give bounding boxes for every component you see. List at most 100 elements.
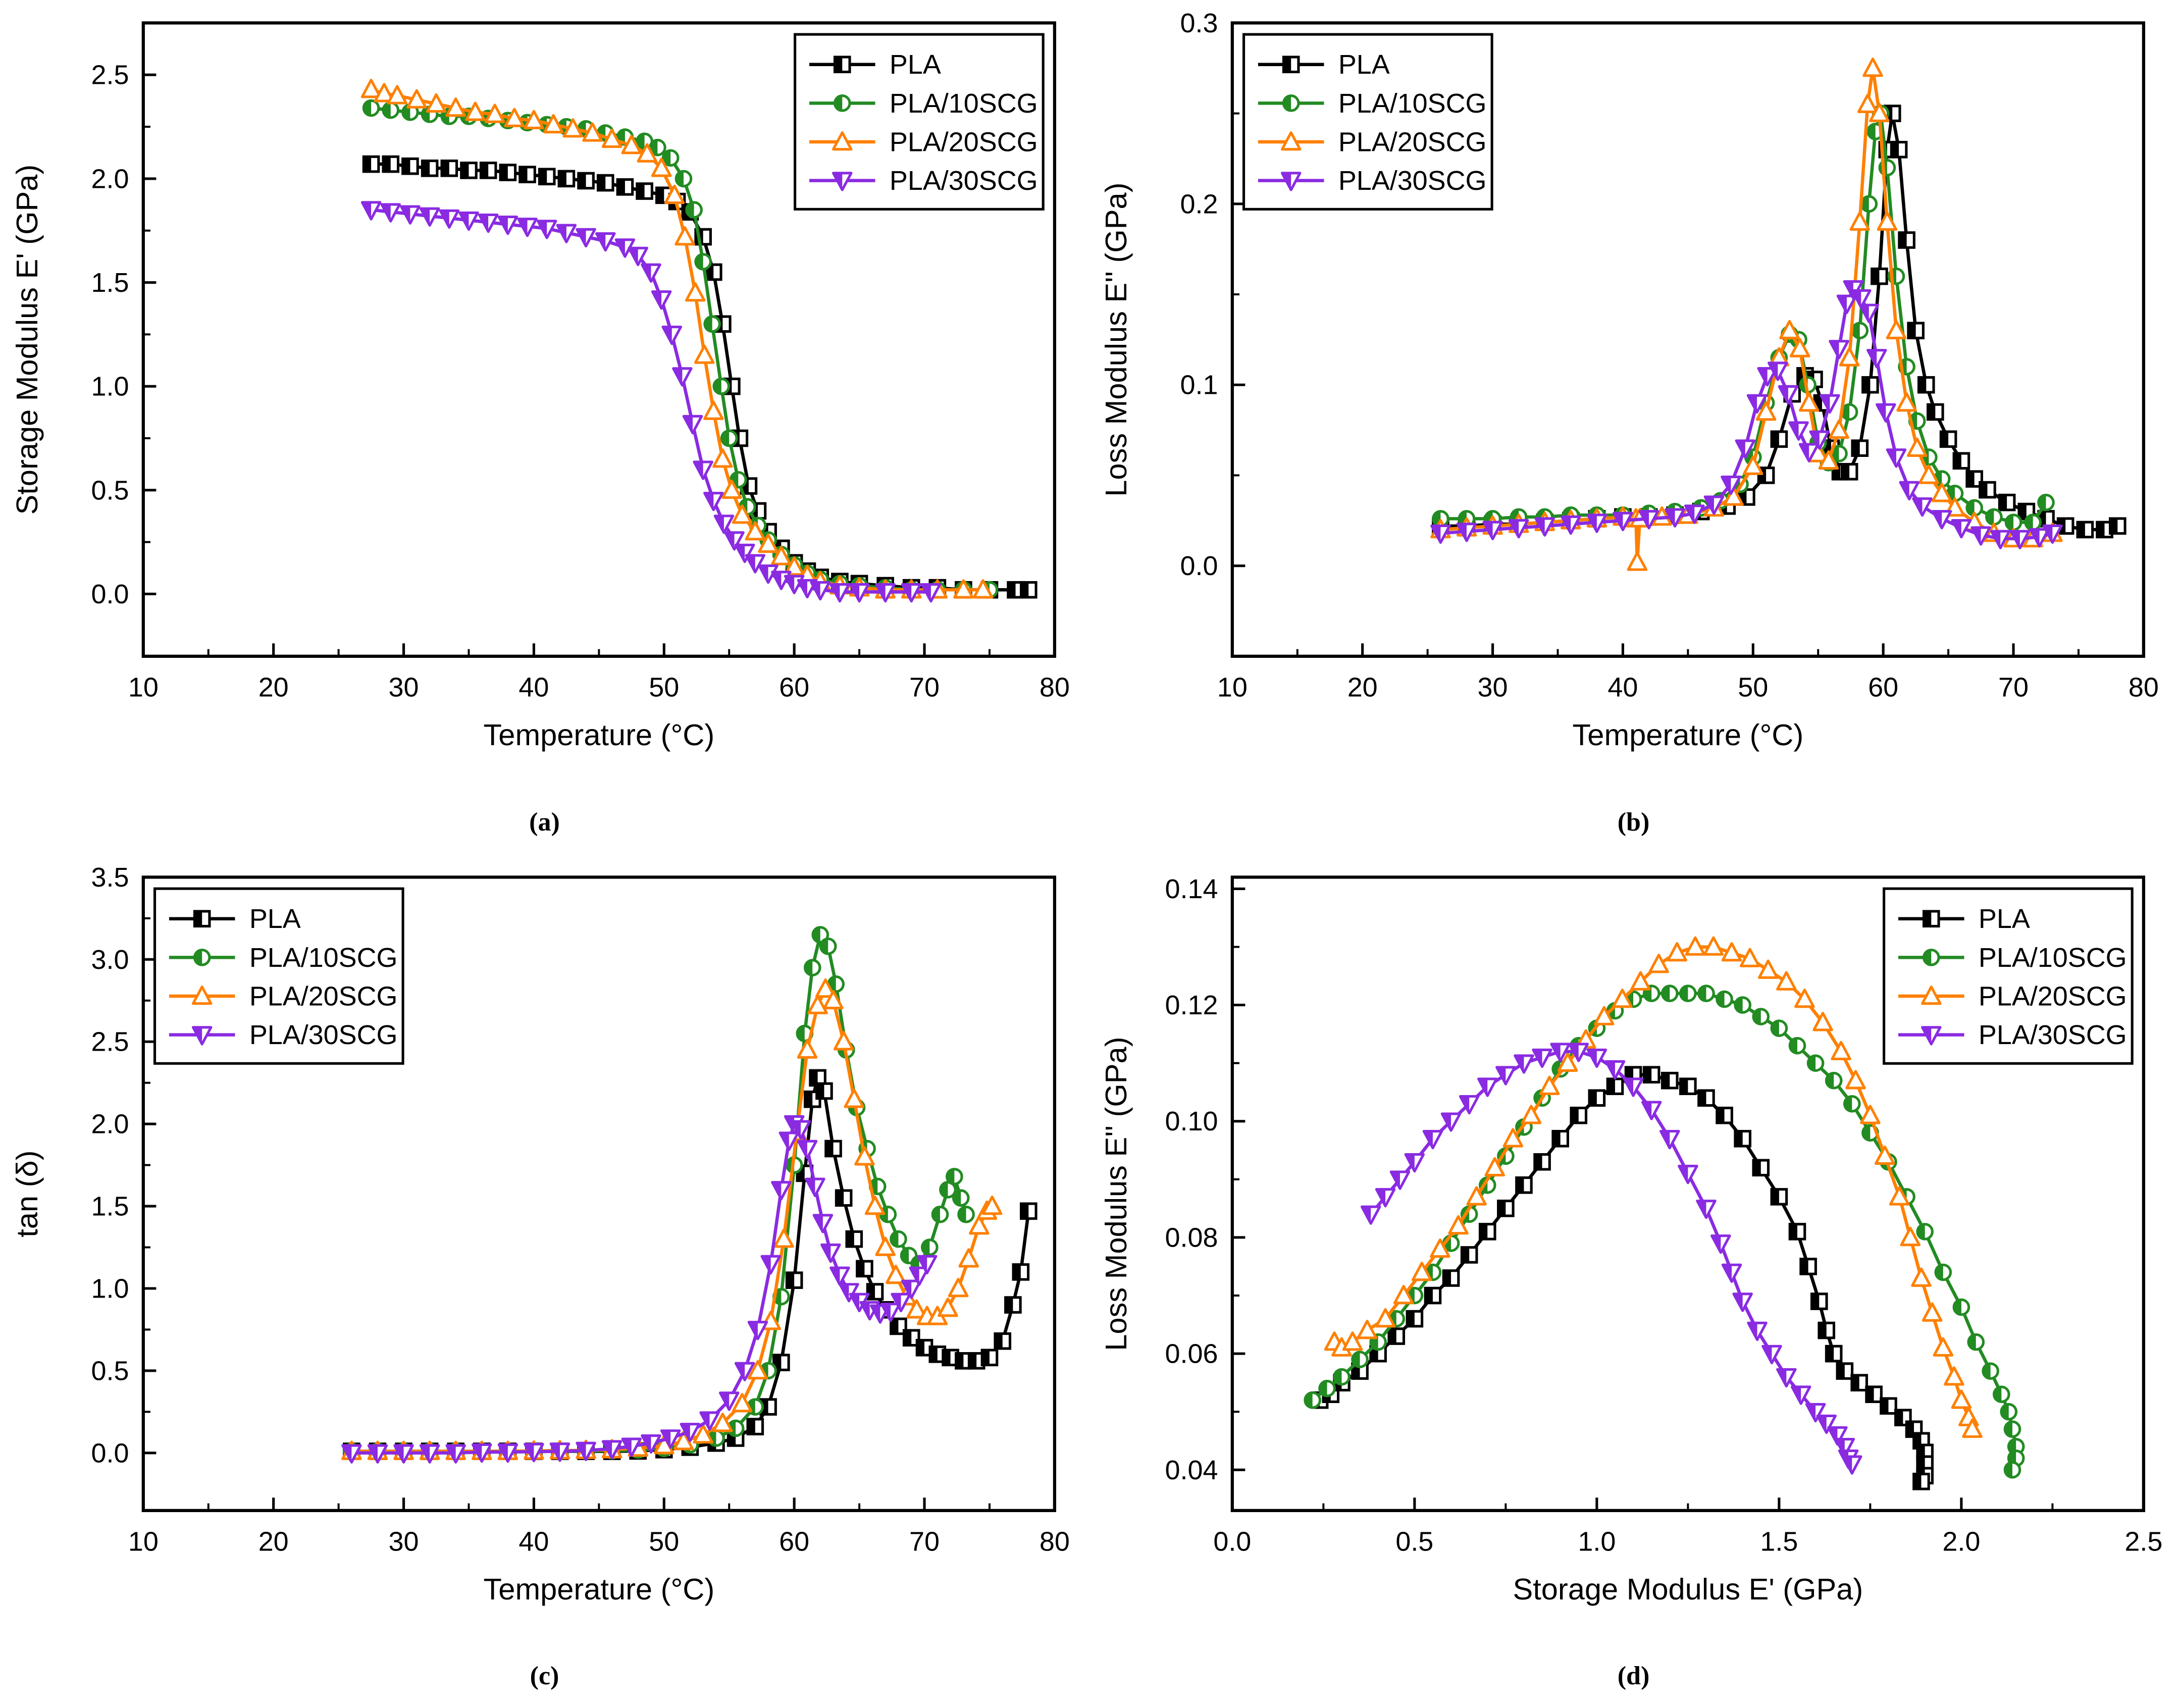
svg-text:50: 50	[649, 672, 679, 702]
svg-text:1.5: 1.5	[91, 268, 129, 298]
svg-text:0.2: 0.2	[1180, 189, 1218, 219]
svg-text:PLA/20SCG: PLA/20SCG	[1979, 981, 2127, 1011]
svg-text:3.0: 3.0	[91, 944, 129, 974]
svg-text:2.0: 2.0	[1942, 1526, 1980, 1557]
svg-text:2.0: 2.0	[91, 164, 129, 194]
svg-text:50: 50	[1738, 672, 1768, 702]
svg-text:1.0: 1.0	[91, 1273, 129, 1304]
y-axis: 0.0 0.5 1.0 1.5 2.0 2.5 Storage Modulus E' (GP…	[10, 60, 157, 609]
svg-text:0.10: 0.10	[1165, 1106, 1218, 1136]
caption-a: (a)	[529, 807, 560, 837]
legend: PLA PLA/10SCG PLA/20SCG PLA/30SCG	[1242, 33, 1493, 211]
svg-text:0.06: 0.06	[1165, 1338, 1218, 1369]
svg-text:60: 60	[779, 672, 809, 702]
svg-text:0.0: 0.0	[1180, 551, 1218, 581]
svg-text:1.0: 1.0	[91, 372, 129, 402]
svg-text:0.14: 0.14	[1165, 873, 1218, 904]
y-axis: 0.0 0.1 0.2 0.3 Loss Modulus E'' (GPa)	[1099, 8, 1246, 581]
svg-text:80: 80	[1040, 672, 1070, 702]
panel-c: 10 20 30 40 50 60 70 80 Temperature (°C) 0.0 0.5 1.…	[0, 854, 1089, 1708]
svg-text:0.5: 0.5	[91, 1356, 129, 1386]
svg-text:0.08: 0.08	[1165, 1222, 1218, 1253]
y-axis: 0.0 0.5 1.0 1.5 2.0 2.5 3.0 3.5 tan (δ)	[10, 862, 157, 1468]
svg-text:30: 30	[389, 1526, 419, 1557]
svg-text:PLA/30SCG: PLA/30SCG	[1979, 1020, 2127, 1050]
svg-text:20: 20	[1347, 672, 1378, 702]
svg-text:70: 70	[1998, 672, 2029, 702]
chart-storage-modulus-vs-temperature: 10 20 30 40 50 60 70 80 Temperature (°C) 0.0 0.5 1.…	[10, 21, 1070, 752]
svg-text:30: 30	[389, 672, 419, 702]
y-axis-label: Storage Modulus E' (GPa)	[10, 165, 44, 515]
panel-a: 10 20 30 40 50 60 70 80 Temperature (°C) 0.0 0.5 1.…	[0, 0, 1089, 854]
svg-text:PLA/30SCG: PLA/30SCG	[249, 1020, 398, 1050]
svg-text:70: 70	[909, 672, 940, 702]
legend: PLA PLA/10SCG PLA/20SCG PLA/30SCG	[153, 887, 404, 1065]
svg-text:80: 80	[1040, 1526, 1070, 1557]
series-PLA/30SCG	[1360, 1042, 1862, 1475]
svg-text:1.5: 1.5	[91, 1191, 129, 1221]
svg-text:10: 10	[1217, 672, 1248, 702]
panel-d: 0.0 0.5 1.0 1.5 2.0 2.5 Storage Modulus E' (GP…	[1089, 854, 2178, 1708]
x-axis: 10 20 30 40 50 60 70 80 Temperature (°C)	[1217, 643, 2159, 752]
x-axis-label: Temperature (°C)	[484, 1572, 715, 1606]
legend: PLA PLA/10SCG PLA/20SCG PLA/30SCG	[1883, 887, 2134, 1065]
svg-text:PLA: PLA	[249, 904, 301, 934]
svg-text:20: 20	[258, 672, 289, 702]
x-axis-label: Storage Modulus E' (GPa)	[1513, 1572, 1863, 1606]
caption-c: (c)	[530, 1662, 559, 1691]
series-PLA/30SCG	[341, 1115, 938, 1464]
svg-text:2.0: 2.0	[91, 1109, 129, 1139]
svg-text:60: 60	[1868, 672, 1898, 702]
series-PLA/20SCG	[1324, 936, 1983, 1438]
x-axis-label: Temperature (°C)	[484, 718, 715, 752]
svg-text:0.5: 0.5	[91, 475, 129, 505]
svg-text:PLA: PLA	[1338, 49, 1390, 80]
svg-text:0.0: 0.0	[91, 579, 129, 609]
x-axis: 0.0 0.5 1.0 1.5 2.0 2.5 Storage Modulus E' (GP…	[1213, 1497, 2162, 1606]
svg-text:3.5: 3.5	[91, 862, 129, 892]
svg-text:PLA/10SCG: PLA/10SCG	[249, 942, 398, 972]
svg-text:40: 40	[1607, 672, 1638, 702]
svg-text:PLA: PLA	[1979, 904, 2030, 934]
svg-text:40: 40	[518, 1526, 549, 1557]
svg-text:50: 50	[649, 1526, 679, 1557]
svg-text:0.0: 0.0	[91, 1438, 129, 1468]
svg-text:70: 70	[909, 1526, 940, 1557]
svg-text:0.12: 0.12	[1165, 990, 1218, 1020]
svg-text:PLA/10SCG: PLA/10SCG	[1338, 88, 1487, 119]
svg-text:0.3: 0.3	[1180, 8, 1218, 38]
series-PLA	[1311, 1065, 1934, 1490]
chart-tan-delta-vs-temperature: 10 20 30 40 50 60 70 80 Temperature (°C) 0.0 0.5 1.…	[10, 862, 1070, 1606]
svg-text:40: 40	[518, 672, 549, 702]
y-axis-label: Loss Modulus E'' (GPa)	[1099, 183, 1133, 497]
svg-text:0.5: 0.5	[1395, 1526, 1433, 1557]
svg-text:10: 10	[128, 1526, 159, 1557]
svg-text:2.5: 2.5	[91, 60, 129, 90]
svg-text:20: 20	[258, 1526, 289, 1557]
svg-text:PLA/10SCG: PLA/10SCG	[890, 88, 1038, 119]
svg-text:PLA/20SCG: PLA/20SCG	[1338, 127, 1487, 157]
series-PLA/30SCG	[360, 201, 942, 603]
y-axis-label: Loss Modulus E'' (GPa)	[1099, 1037, 1133, 1351]
svg-text:2.5: 2.5	[91, 1026, 129, 1057]
legend: PLA PLA/10SCG PLA/20SCG PLA/30SCG	[794, 33, 1045, 211]
svg-text:1.0: 1.0	[1578, 1526, 1616, 1557]
svg-text:PLA/10SCG: PLA/10SCG	[1979, 942, 2127, 972]
svg-text:0.0: 0.0	[1213, 1526, 1251, 1557]
svg-text:30: 30	[1478, 672, 1508, 702]
svg-text:1.5: 1.5	[1760, 1526, 1798, 1557]
svg-text:0.04: 0.04	[1165, 1455, 1218, 1485]
series-PLA/30SCG	[1430, 280, 2063, 549]
svg-text:80: 80	[2129, 672, 2159, 702]
svg-text:PLA/20SCG: PLA/20SCG	[890, 127, 1038, 157]
panel-b: 10 20 30 40 50 60 70 80 Temperature (°C) 0.0 0.1 0.…	[1089, 0, 2178, 854]
caption-b: (b)	[1617, 807, 1650, 837]
y-axis: 0.04 0.06 0.08 0.10 0.12 0.14 Loss Modulus E''…	[1099, 873, 1246, 1485]
x-axis: 10 20 30 40 50 60 70 80 Temperature (°C)	[128, 1497, 1070, 1606]
svg-text:2.5: 2.5	[2124, 1526, 2162, 1557]
y-axis-label: tan (δ)	[10, 1150, 44, 1237]
svg-text:0.1: 0.1	[1180, 370, 1218, 400]
svg-text:PLA/30SCG: PLA/30SCG	[890, 166, 1038, 196]
x-axis: 10 20 30 40 50 60 70 80 Temperature (°C)	[128, 643, 1070, 752]
